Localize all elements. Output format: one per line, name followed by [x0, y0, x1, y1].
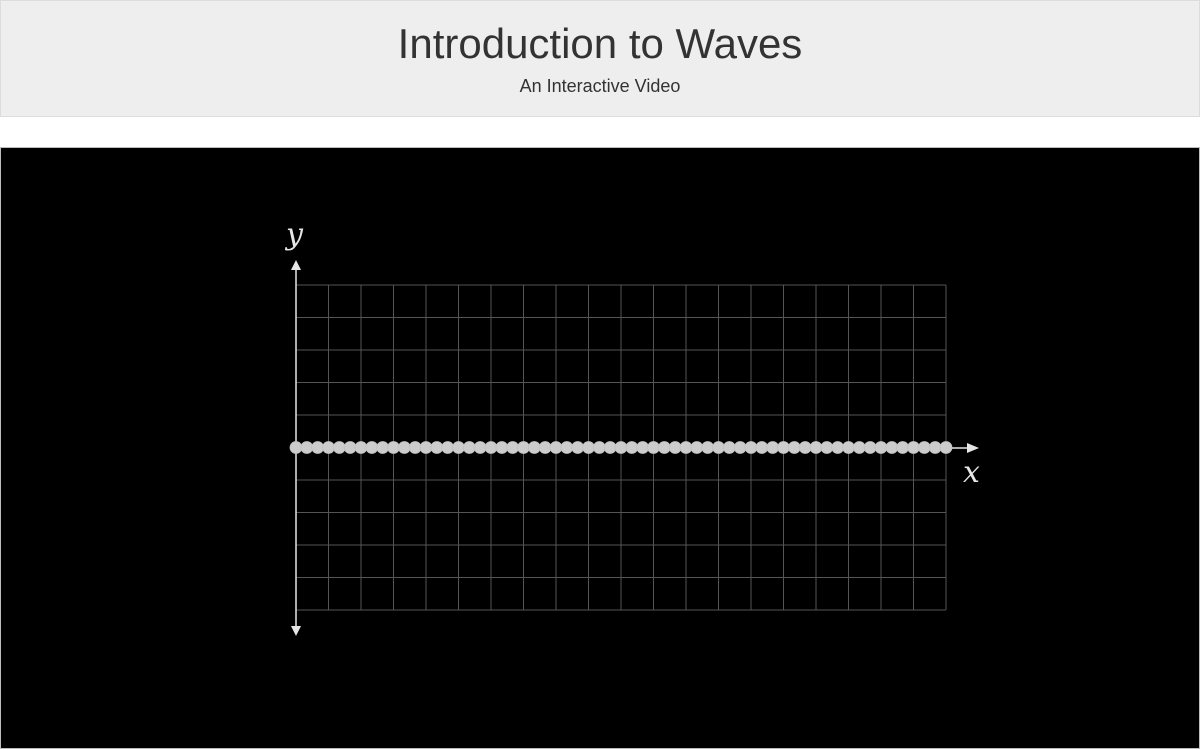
y-axis-arrow-up: [291, 260, 301, 270]
wave-particle: [733, 441, 747, 454]
wave-particle: [625, 441, 639, 454]
wave-particle: [647, 441, 660, 454]
wave-particle: [809, 441, 823, 454]
page-header: Introduction to Waves An Interactive Vid…: [0, 0, 1200, 117]
wave-particle: [517, 441, 530, 454]
wave-particle: [798, 441, 812, 454]
wave-particle: [311, 441, 325, 454]
wave-particle: [928, 441, 942, 454]
wave-particle: [603, 441, 617, 454]
wave-particle: [874, 441, 888, 454]
wave-particle: [484, 441, 498, 454]
wave-particle: [332, 441, 346, 454]
wave-particle: [722, 441, 736, 454]
wave-particle: [787, 441, 801, 454]
wave-particle: [755, 441, 769, 454]
wave-particle: [343, 441, 357, 454]
wave-particle: [777, 441, 790, 454]
wave-particle: [831, 441, 845, 454]
wave-particle: [365, 441, 379, 454]
wave-particle: [387, 441, 400, 454]
wave-particle: [614, 441, 628, 454]
wave-particle: [538, 441, 552, 454]
wave-particle: [549, 441, 563, 454]
wave-particle: [527, 441, 541, 454]
wave-particle: [852, 441, 866, 454]
wave-particle: [300, 441, 314, 454]
wave-particle: [582, 441, 595, 454]
y-axis-label: y: [284, 217, 304, 252]
wave-particle: [495, 441, 509, 454]
y-axis-arrow-down: [291, 626, 301, 636]
wave-particle: [452, 441, 465, 454]
wave-particle: [376, 441, 390, 454]
wave-particle: [907, 441, 920, 454]
wave-particle: [354, 441, 368, 454]
wave-particle: [842, 441, 855, 454]
page-subtitle: An Interactive Video: [519, 76, 681, 96]
wave-particle: [430, 441, 444, 454]
wave-particle: [701, 441, 715, 454]
wave-particle: [571, 441, 585, 454]
wave-particle: [679, 441, 693, 454]
wave-particle: [592, 441, 606, 454]
video-stage[interactable]: y x: [0, 147, 1200, 749]
wave-particle: [939, 441, 953, 454]
wave-particle: [885, 441, 899, 454]
wave-particle: [473, 441, 487, 454]
wave-particle: [462, 441, 476, 454]
wave-particle: [744, 441, 758, 454]
wave-particle: [668, 441, 682, 454]
axes: y x: [284, 217, 980, 636]
wave-particle: [863, 441, 877, 454]
wave-particle: [657, 441, 671, 454]
wave-particle: [636, 441, 650, 454]
wave-particle: [896, 441, 910, 454]
wave-particle: [408, 441, 422, 454]
wave-particle: [289, 441, 303, 454]
wave-particle: [397, 441, 411, 454]
x-axis-label: x: [963, 455, 980, 490]
wave-particle: [419, 441, 433, 454]
wave-plot: y x: [284, 217, 980, 636]
wave-particle: [506, 441, 520, 454]
wave-particle: [712, 441, 725, 454]
wave-particle: [560, 441, 574, 454]
wave-particle: [820, 441, 834, 454]
x-axis-arrow: [967, 443, 979, 453]
wave-particles: [289, 441, 953, 454]
wave-particle: [917, 441, 931, 454]
wave-particle: [441, 441, 455, 454]
wave-particle: [690, 441, 704, 454]
wave-particle: [766, 441, 780, 454]
wave-particle: [322, 441, 335, 454]
page-title: Introduction to Waves: [397, 20, 803, 67]
